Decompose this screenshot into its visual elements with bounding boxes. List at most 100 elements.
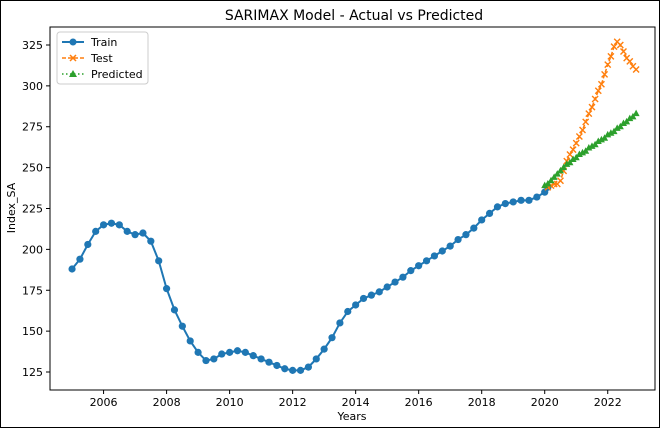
train-point: [359, 294, 368, 303]
predicted-point: [553, 170, 561, 177]
train-point: [509, 198, 517, 206]
predicted-point: [629, 112, 637, 120]
train-point: [399, 273, 407, 281]
train-point: [493, 203, 502, 211]
train-point: [281, 365, 289, 373]
train-point: [226, 348, 234, 356]
predicted-point: [579, 148, 587, 156]
test-point: [632, 66, 640, 74]
x-tick-label: 2018: [468, 396, 496, 409]
test-point: [556, 177, 564, 185]
predicted-point: [582, 147, 590, 154]
x-tick-label: 2014: [342, 396, 370, 409]
test-point: [604, 61, 612, 69]
train-point: [415, 262, 423, 270]
test-point: [594, 87, 602, 95]
train-point: [517, 196, 525, 204]
train-point: [422, 257, 431, 265]
train-point: [296, 366, 305, 374]
train-point: [131, 231, 139, 239]
predicted-point: [610, 127, 618, 135]
train-point: [462, 231, 470, 239]
train-point: [454, 235, 462, 244]
y-tick-label: 250: [22, 162, 43, 175]
predicted-point: [601, 134, 609, 141]
train-point: [241, 348, 249, 356]
x-axis-label: Years: [336, 410, 366, 423]
predicted-point: [566, 158, 574, 166]
legend-test-label: Test: [90, 52, 113, 65]
train-point: [470, 224, 478, 232]
test-point: [597, 80, 605, 88]
predicted-point: [575, 150, 583, 158]
train-point: [107, 219, 116, 227]
legend-train-marker: [69, 38, 77, 46]
train-point: [147, 237, 155, 245]
test-point: [572, 139, 580, 147]
train-point: [170, 306, 179, 314]
train-point: [352, 301, 360, 309]
predicted-point: [594, 137, 602, 144]
train-point: [92, 227, 100, 235]
predicted-point: [607, 129, 615, 136]
predicted-point: [632, 109, 640, 117]
train-point: [312, 355, 320, 363]
series-train: [68, 183, 552, 374]
legend-item-test: Test: [62, 52, 113, 65]
predicted-point: [604, 130, 612, 138]
x-tick-label: 2020: [531, 396, 559, 409]
train-point: [289, 366, 297, 374]
predicted-point: [619, 119, 627, 126]
train-point: [139, 229, 147, 237]
train-point: [186, 337, 194, 345]
x-tick-label: 2016: [405, 396, 433, 409]
train-line: [71, 186, 549, 372]
predicted-point: [616, 122, 624, 130]
train-point: [430, 252, 439, 260]
train-point: [273, 361, 281, 370]
test-point: [616, 41, 624, 49]
train-point: [210, 355, 218, 363]
train-point: [115, 221, 123, 229]
train-point: [344, 307, 352, 316]
train-point: [123, 227, 131, 235]
train-point: [446, 242, 454, 250]
y-tick-label: 325: [22, 39, 43, 52]
predicted-point: [569, 155, 577, 162]
y-tick-label: 225: [22, 203, 43, 216]
legend-predicted-marker: [69, 70, 77, 77]
legend: Train Test Predicted: [56, 31, 149, 85]
test-point: [579, 126, 587, 134]
y-tick-label: 125: [22, 366, 43, 379]
test-point: [619, 48, 627, 56]
train-point: [304, 363, 312, 371]
series-predicted: [541, 109, 640, 189]
test-point: [569, 146, 577, 154]
train-point: [249, 352, 257, 360]
predicted-point: [626, 114, 634, 122]
test-line: [547, 40, 637, 188]
x-tick-label: 2006: [90, 396, 118, 409]
test-point: [601, 70, 609, 78]
train-point: [485, 209, 494, 218]
y-tick-label: 300: [22, 80, 43, 93]
series-layer: [68, 38, 640, 374]
predicted-point: [572, 153, 580, 161]
predicted-point: [613, 124, 621, 131]
train-point: [525, 196, 533, 204]
test-point: [575, 133, 583, 141]
x-tick-label: 2022: [594, 396, 622, 409]
legend-test-marker: [69, 54, 77, 62]
predicted-point: [591, 140, 599, 148]
predicted-point: [585, 144, 593, 151]
train-point: [68, 265, 76, 273]
train-point: [367, 291, 376, 299]
predicted-point: [563, 160, 571, 167]
test-point: [607, 52, 615, 60]
y-tick-label: 150: [22, 325, 43, 338]
test-point: [591, 95, 599, 103]
train-point: [478, 216, 486, 224]
test-point: [585, 110, 593, 118]
train-point: [155, 257, 163, 265]
x-tick-label: 2008: [153, 396, 181, 409]
